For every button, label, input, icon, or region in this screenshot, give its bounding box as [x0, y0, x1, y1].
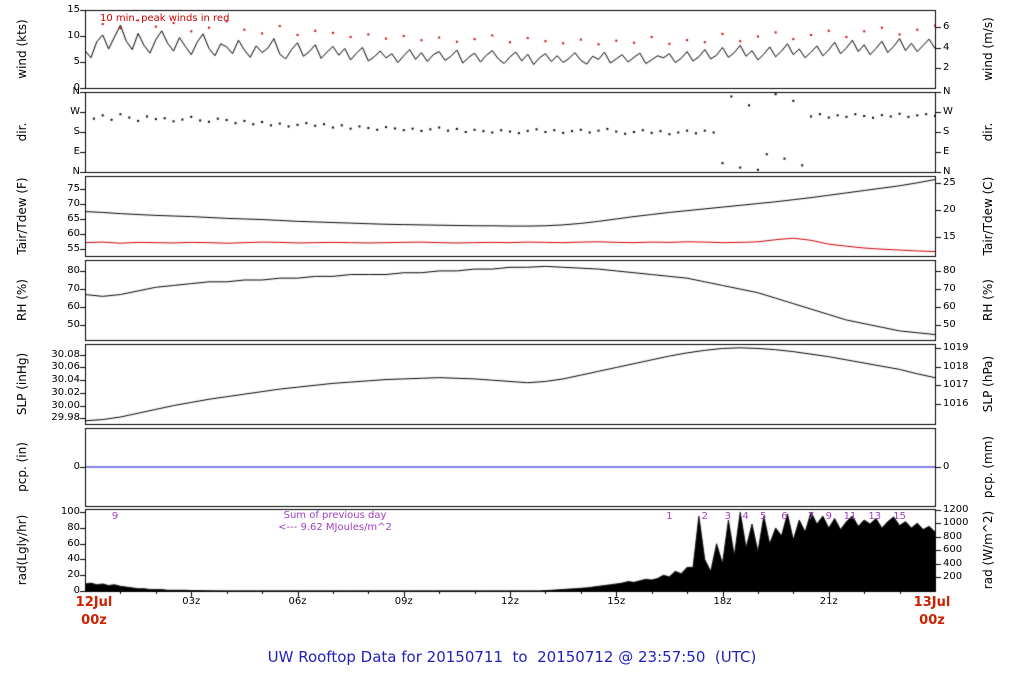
tick-label-left-temp: 65	[67, 212, 80, 224]
axis-title-left-slp: SLP (inHg)	[15, 352, 29, 416]
x-axis-end-date: 13Jul	[913, 595, 951, 610]
tick-label-right-temp: 20	[943, 204, 956, 216]
tick-label-left-temp: 75	[67, 183, 80, 195]
x-tick-label: 03z	[182, 596, 201, 607]
tick-label-left-wind: 5	[73, 56, 80, 67]
tick-label-left-dir: W	[70, 106, 80, 117]
tick-label-right-dir: N	[943, 86, 951, 97]
axis-title-left-wind: wind (kts)	[15, 19, 29, 79]
tick-label-left-slp: 29.98	[51, 412, 80, 424]
tick-label-left-wind: 15	[67, 4, 80, 15]
x-tick-label: 06z	[288, 596, 307, 607]
tick-label-left-dir: S	[73, 126, 80, 137]
tick-label-left-rh: 60	[67, 301, 80, 313]
x-axis-end-hour: 00z	[919, 613, 945, 628]
rad-cum-label: 11	[843, 511, 857, 522]
tick-label-right-wind: 2	[943, 61, 950, 73]
plot-title: UW Rooftop Data for 20150711 to 20150712…	[267, 648, 757, 666]
axis-title-left-temp: Tair/Tdew (F)	[15, 177, 29, 255]
tick-label-right-rad: 1200	[943, 503, 969, 515]
tick-label-right-rad: 200	[943, 571, 963, 583]
x-tick-label: 09z	[394, 596, 413, 607]
tick-label-left-slp: 30.04	[51, 374, 80, 386]
x-tick-label: 18z	[713, 596, 732, 607]
axis-title-left-pcp: pcp. (in)	[15, 442, 29, 492]
x-tick-label: 12z	[501, 596, 519, 607]
tick-label-left-wind: 10	[67, 30, 80, 41]
tick-label-right-rad: 400	[943, 557, 963, 569]
x-axis-start-date: 12Jul	[75, 595, 113, 610]
tick-label-left-pcp: 0	[73, 461, 80, 472]
tick-label-right-rh: 80	[943, 264, 956, 276]
x-tick-label: 21z	[819, 596, 838, 607]
tick-label-left-dir: E	[73, 146, 80, 157]
tick-label-left-rad: 40	[67, 553, 80, 565]
axis-title-left-dir: dir.	[15, 122, 29, 142]
tick-label-right-slp: 1017	[943, 379, 969, 391]
tick-label-right-temp: 25	[943, 177, 956, 189]
tick-label-left-dir: N	[72, 86, 80, 97]
tick-label-left-wind: 0	[73, 82, 80, 93]
axis-title-left-rad: rad(Lgly/hr)	[15, 514, 29, 586]
tick-label-left-rh: 50	[67, 319, 80, 331]
tick-label-right-rh: 50	[943, 319, 956, 331]
rad-cum-label: 5	[760, 511, 767, 522]
rad-sum-annotation-line1: Sum of previous day	[283, 510, 387, 521]
tick-label-left-dir: N	[72, 166, 80, 177]
tick-label-right-temp: 15	[943, 230, 956, 242]
tick-label-left-slp: 30.06	[51, 361, 80, 373]
x-tick-label: 15z	[607, 596, 626, 607]
tick-label-right-dir: E	[943, 146, 950, 157]
tick-label-left-rad: 80	[67, 521, 80, 533]
tick-label-right-slp: 1016	[943, 398, 969, 410]
rad-cum-label: 9	[111, 511, 119, 522]
tick-label-left-rad: 20	[67, 569, 80, 581]
tick-label-left-rad: 0	[73, 585, 80, 596]
x-axis-start-hour: 00z	[81, 613, 107, 628]
rad-cum-label: 13	[868, 511, 882, 522]
rad-cum-label: 4	[742, 511, 749, 522]
rad-cum-label: 1	[666, 511, 673, 522]
tick-label-left-slp: 30.02	[51, 386, 80, 398]
tick-label-right-wind: 6	[943, 21, 950, 33]
tick-label-right-rh: 70	[943, 283, 956, 295]
rad-cum-label: 6	[781, 511, 788, 522]
tick-label-left-rh: 70	[67, 283, 80, 295]
tick-label-right-dir: S	[943, 126, 950, 137]
rad-cum-label: 3	[724, 511, 731, 522]
tick-label-left-slp: 30.08	[51, 348, 80, 360]
tick-label-left-temp: 70	[67, 198, 80, 210]
tick-label-right-dir: W	[943, 106, 953, 117]
tick-label-left-temp: 55	[67, 242, 80, 254]
rad-sum-annotation-line2: <--- 9.62 MJoules/m^2	[278, 522, 392, 533]
rad-cum-label: 15	[893, 511, 906, 522]
tick-label-right-rh: 60	[943, 301, 956, 313]
tick-label-left-slp: 30.00	[51, 399, 80, 411]
tick-label-left-rad: 60	[67, 537, 80, 549]
rad-cum-label: 7	[807, 511, 815, 522]
tick-label-right-wind: 4	[943, 41, 950, 53]
tick-label-left-rh: 80	[67, 264, 80, 276]
tick-label-left-temp: 60	[67, 227, 80, 239]
tick-label-right-slp: 1018	[943, 360, 969, 372]
peak-wind-annotation: 10 min. peak winds in red	[100, 13, 230, 24]
tick-label-right-slp: 1019	[943, 341, 969, 353]
rad-cum-label: 9	[825, 511, 832, 522]
tick-label-right-dir: N	[943, 166, 951, 177]
rad-cum-label: 2	[701, 511, 708, 522]
axis-title-left-rh: RH (%)	[15, 279, 29, 321]
tick-label-left-rad: 100	[60, 506, 80, 518]
tick-label-right-pcp: 0	[943, 461, 950, 472]
tick-label-right-rad: 600	[943, 544, 963, 556]
tick-label-right-rad: 800	[943, 530, 963, 542]
tick-label-right-rad: 1000	[943, 517, 969, 529]
